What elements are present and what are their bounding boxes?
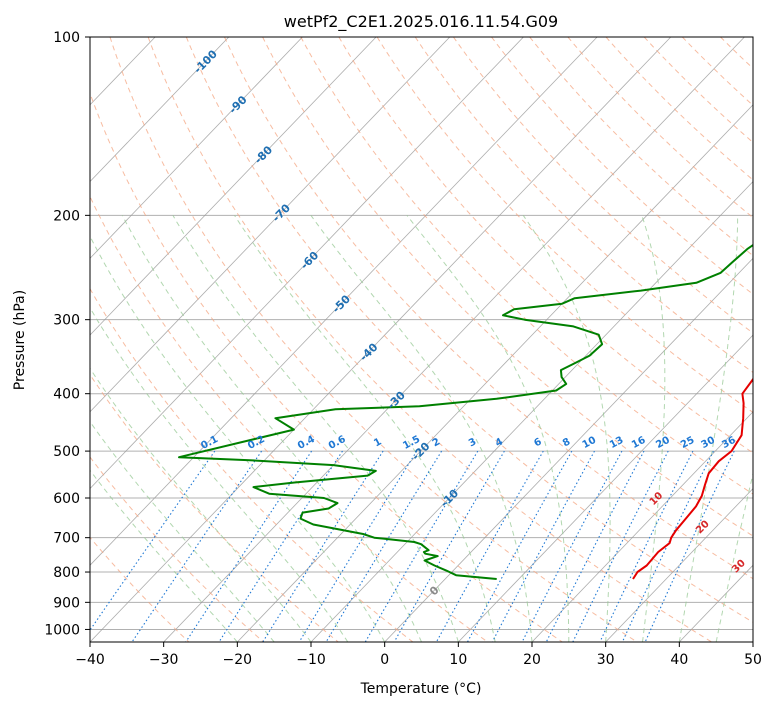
mixing-ratio-label: 1 xyxy=(372,436,383,449)
mixing-ratio-label: 2 xyxy=(431,436,442,449)
mixing-ratio-label: 10 xyxy=(581,435,598,451)
x-tick-label: 20 xyxy=(523,652,541,668)
isotherm-line xyxy=(385,37,775,642)
dry-adiabat-line xyxy=(0,37,189,642)
y-tick-label: 900 xyxy=(53,595,80,611)
mixing-ratio-line xyxy=(468,451,572,642)
dry-adiabat-line xyxy=(644,37,775,642)
x-tick-label: 10 xyxy=(449,652,467,668)
isotherm-line xyxy=(164,37,745,642)
x-tick-label: 40 xyxy=(670,652,688,668)
mixing-ratio-line xyxy=(492,451,594,642)
isotherm-label: -100 xyxy=(191,47,220,76)
mixing-ratio-line xyxy=(132,451,262,642)
dry-adiabat-line xyxy=(530,37,775,642)
x-tick-label: −40 xyxy=(75,652,105,668)
y-tick-label: 400 xyxy=(53,387,80,403)
mixing-ratio-label: 4 xyxy=(494,436,505,449)
mixing-ratio-line xyxy=(394,451,504,642)
isotherm-line xyxy=(0,37,450,642)
dry-adiabat-line xyxy=(339,37,775,642)
moist-adiabat-line xyxy=(679,215,737,642)
mixing-ratio-label: 3 xyxy=(467,436,478,449)
x-tick-label: −20 xyxy=(223,652,253,668)
dry-adiabat-line xyxy=(568,37,775,642)
x-tick-label: −30 xyxy=(149,652,179,668)
y-tick-label: 500 xyxy=(53,444,80,460)
mixing-ratio-label: 8 xyxy=(561,436,572,449)
x-axis-label: Temperature (°C) xyxy=(360,681,482,697)
dry-adiabat-line xyxy=(110,37,637,642)
y-axis-label: Pressure (hPa) xyxy=(12,290,28,390)
dry-adiabat-line xyxy=(759,37,775,642)
mixing-ratio-label: 16 xyxy=(630,435,647,451)
moist-adiabat-line xyxy=(642,215,665,642)
x-tick-label: 0 xyxy=(380,652,389,668)
mixing-ratio-line xyxy=(622,451,713,642)
x-tick-label: 30 xyxy=(597,652,615,668)
isotherm-line xyxy=(16,37,597,642)
mixing-ratio-label: 0.4 xyxy=(296,434,317,452)
dry-adiabat-line xyxy=(263,37,775,642)
isotherm-line xyxy=(0,37,523,642)
dry-adiabat-line xyxy=(0,37,338,642)
dry-adiabat-line xyxy=(606,37,775,642)
y-tick-label: 700 xyxy=(53,531,80,547)
y-tick-label: 100 xyxy=(53,30,80,46)
mixing-ratio-line xyxy=(546,451,644,642)
isotherm-line xyxy=(0,37,8,642)
dry-adiabat-line xyxy=(0,37,413,642)
y-tick-label: 600 xyxy=(53,491,80,507)
moist-adiabat-line xyxy=(173,215,458,642)
dry-adiabat-line xyxy=(0,37,263,642)
dry-adiabat-line xyxy=(453,37,775,642)
mixing-ratio-label: 0.6 xyxy=(327,434,348,452)
dry-adiabat-line xyxy=(72,37,563,642)
y-tick-label: 300 xyxy=(53,313,80,329)
moist-adiabat-line xyxy=(716,215,775,642)
mixing-ratio-line xyxy=(645,451,734,642)
moist-adiabat-line xyxy=(0,215,274,642)
isotherm-line xyxy=(606,37,775,642)
y-tick-label: 200 xyxy=(53,208,80,224)
mixing-ratio-line xyxy=(82,451,215,642)
mixing-ratio-label: 6 xyxy=(532,436,543,449)
dry-adiabat-line xyxy=(186,37,775,642)
x-tick-label: −10 xyxy=(296,652,326,668)
mixing-ratio-line xyxy=(436,451,543,642)
x-tick-label: 50 xyxy=(744,652,762,668)
isotherm-line xyxy=(753,37,775,642)
moist-adiabat-line xyxy=(122,215,421,642)
mixing-ratio-label: 25 xyxy=(679,435,696,451)
moist-adiabat-line xyxy=(43,215,348,642)
moist-adiabat-line xyxy=(0,215,237,642)
chart-title: wetPf2_C2E1.2025.016.11.54.G09 xyxy=(284,12,558,32)
mixing-ratio-label: 36 xyxy=(720,435,737,451)
mixing-ratio-label: 20 xyxy=(654,435,671,451)
y-tick-label: 800 xyxy=(53,565,80,581)
y-tick-label: 1000 xyxy=(44,622,80,638)
mixing-ratio-line xyxy=(573,451,668,642)
mixing-ratio-line xyxy=(365,451,478,642)
mixing-ratio-line xyxy=(186,451,312,642)
dry-adiabat-line xyxy=(492,37,775,642)
